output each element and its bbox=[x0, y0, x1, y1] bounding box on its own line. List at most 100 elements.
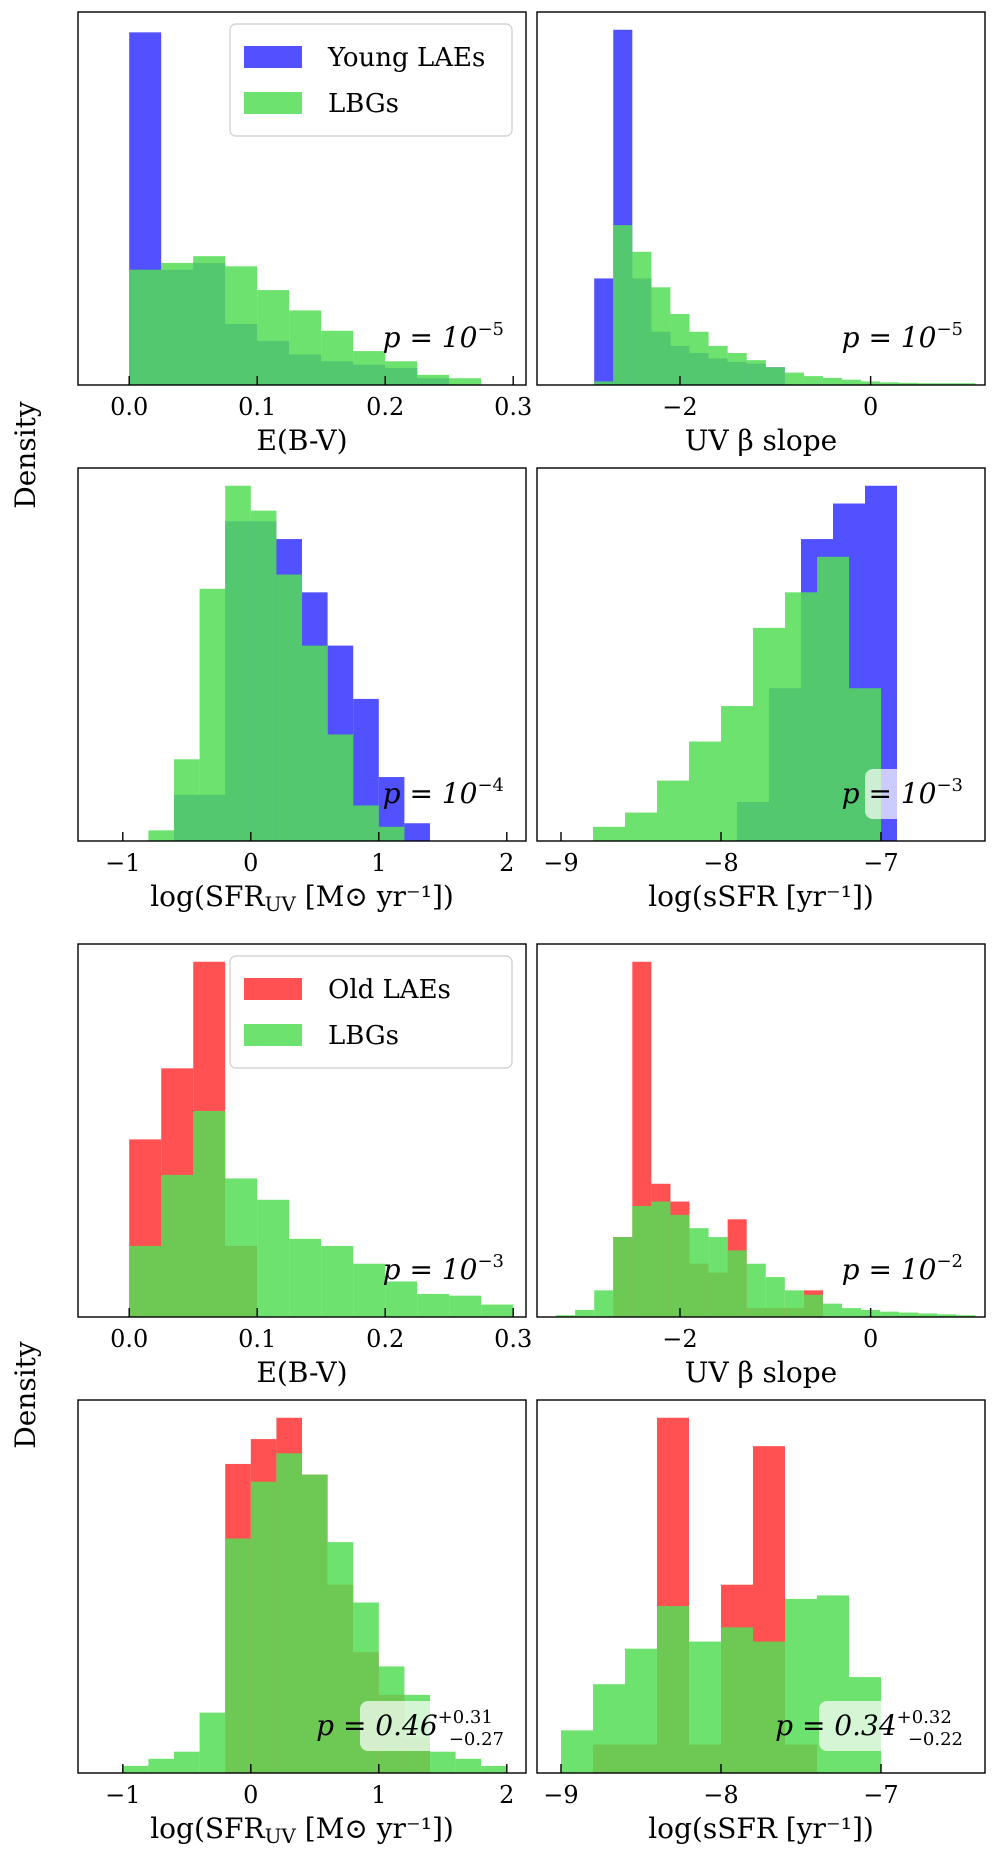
x-tick-label: 0.2 bbox=[366, 393, 404, 421]
bar bbox=[122, 1765, 149, 1773]
legend-entry: LBGs bbox=[328, 1021, 399, 1051]
axes-frame bbox=[536, 467, 986, 842]
axes-frame bbox=[77, 11, 527, 386]
bar bbox=[765, 1277, 785, 1317]
bar bbox=[353, 805, 379, 841]
p-value-annotation: p = 10−5 bbox=[842, 319, 963, 354]
bar bbox=[689, 1641, 721, 1773]
x-tick-label: −8 bbox=[703, 1781, 738, 1809]
bar bbox=[727, 353, 747, 385]
axes-frame bbox=[536, 943, 986, 1318]
bar bbox=[193, 256, 226, 385]
bar bbox=[803, 1294, 823, 1317]
legend-swatch bbox=[244, 1024, 302, 1046]
bar bbox=[481, 1304, 514, 1317]
bar bbox=[784, 1290, 804, 1317]
bar bbox=[321, 1245, 354, 1317]
bar bbox=[880, 382, 900, 385]
bar bbox=[753, 1641, 785, 1773]
panel-p4: −9 −8 −7 log(sSFR [yr⁻¹]) p = 10−3 bbox=[536, 467, 986, 913]
annotation-box bbox=[360, 1701, 508, 1751]
bar bbox=[276, 574, 302, 841]
bar bbox=[289, 1238, 322, 1317]
p-value-annotation: p = 10−5 bbox=[383, 319, 504, 354]
x-tick-label: −2 bbox=[662, 1325, 697, 1353]
x-tick-label: −8 bbox=[703, 849, 738, 877]
panel-p8: −9 −8 −7 log(sSFR [yr⁻¹]) p = 0.34+0.32 −0.22 bbox=[536, 1399, 986, 1845]
bar bbox=[225, 1538, 251, 1773]
bar bbox=[556, 1315, 576, 1317]
bar bbox=[449, 378, 482, 385]
bar bbox=[250, 510, 277, 841]
bar bbox=[727, 1250, 747, 1317]
bar bbox=[417, 374, 450, 385]
bar bbox=[956, 383, 976, 385]
x-axis-label: log(sSFR [yr⁻¹]) bbox=[648, 880, 874, 913]
legend-swatch bbox=[244, 92, 302, 114]
bar bbox=[321, 330, 354, 385]
bar bbox=[899, 1312, 919, 1317]
x-tick-label: −1 bbox=[105, 849, 140, 877]
x-axis-label: UV β slope bbox=[685, 1356, 837, 1389]
panels: 0.0 0.1 0.2 0.3 E(B-V) p = 10−5 Young LAEs LBGs… bbox=[77, 11, 986, 1848]
bar bbox=[561, 1730, 593, 1773]
bar bbox=[689, 331, 709, 385]
bar bbox=[784, 372, 804, 385]
bar bbox=[148, 1758, 174, 1773]
bar bbox=[327, 734, 354, 841]
bar bbox=[302, 645, 328, 841]
bar bbox=[250, 1481, 277, 1773]
series-lbgs bbox=[593, 556, 881, 841]
series-lbgs bbox=[556, 1201, 976, 1317]
bar bbox=[161, 262, 194, 385]
bar bbox=[289, 310, 322, 385]
bar bbox=[174, 759, 200, 841]
legend: Young LAEs LBGs bbox=[229, 23, 513, 137]
bar bbox=[803, 376, 823, 385]
bar bbox=[353, 351, 386, 385]
bar bbox=[785, 1598, 817, 1773]
x-axis-label: UV β slope bbox=[685, 424, 837, 457]
bar bbox=[625, 1648, 657, 1773]
series-lbgs bbox=[129, 256, 482, 385]
bar bbox=[689, 741, 721, 841]
axes-frame bbox=[536, 1399, 986, 1774]
bar bbox=[613, 225, 633, 385]
legend-entry: Young LAEs bbox=[327, 43, 485, 73]
bar bbox=[455, 1758, 482, 1773]
bar bbox=[257, 1199, 290, 1317]
bar bbox=[594, 1290, 614, 1317]
p-value-annotation: p = 10−2 bbox=[842, 1251, 963, 1286]
bar bbox=[842, 1308, 862, 1317]
legend-box bbox=[229, 955, 513, 1069]
bar bbox=[327, 1542, 354, 1773]
x-tick-label: −9 bbox=[543, 1781, 578, 1809]
bar bbox=[651, 287, 671, 385]
bar bbox=[937, 383, 957, 385]
bar bbox=[449, 1295, 482, 1317]
x-tick-label: 0 bbox=[863, 1325, 878, 1353]
bar bbox=[225, 1178, 258, 1317]
bar bbox=[575, 1309, 595, 1317]
x-axis-label: log(SFRUV [M⊙ yr⁻¹]) bbox=[150, 880, 454, 916]
bar bbox=[353, 1263, 386, 1317]
bar bbox=[721, 706, 753, 841]
annotation-box bbox=[819, 1701, 967, 1751]
bar bbox=[899, 382, 919, 385]
bar bbox=[765, 367, 785, 385]
bar bbox=[199, 588, 226, 841]
legend: Old LAEs LBGs bbox=[229, 955, 513, 1069]
x-tick-label: 1 bbox=[371, 849, 386, 877]
bar bbox=[670, 1214, 690, 1317]
bar bbox=[708, 345, 728, 385]
legend-box bbox=[229, 23, 513, 137]
density-label-bottom: Density bbox=[9, 1341, 42, 1449]
x-tick-label: −9 bbox=[543, 849, 578, 877]
legend-entry: Old LAEs bbox=[328, 975, 451, 1005]
bar bbox=[822, 1303, 843, 1317]
bar bbox=[880, 1311, 900, 1317]
bar bbox=[193, 1110, 226, 1317]
bar bbox=[785, 592, 817, 841]
x-tick-label: 2 bbox=[499, 849, 514, 877]
